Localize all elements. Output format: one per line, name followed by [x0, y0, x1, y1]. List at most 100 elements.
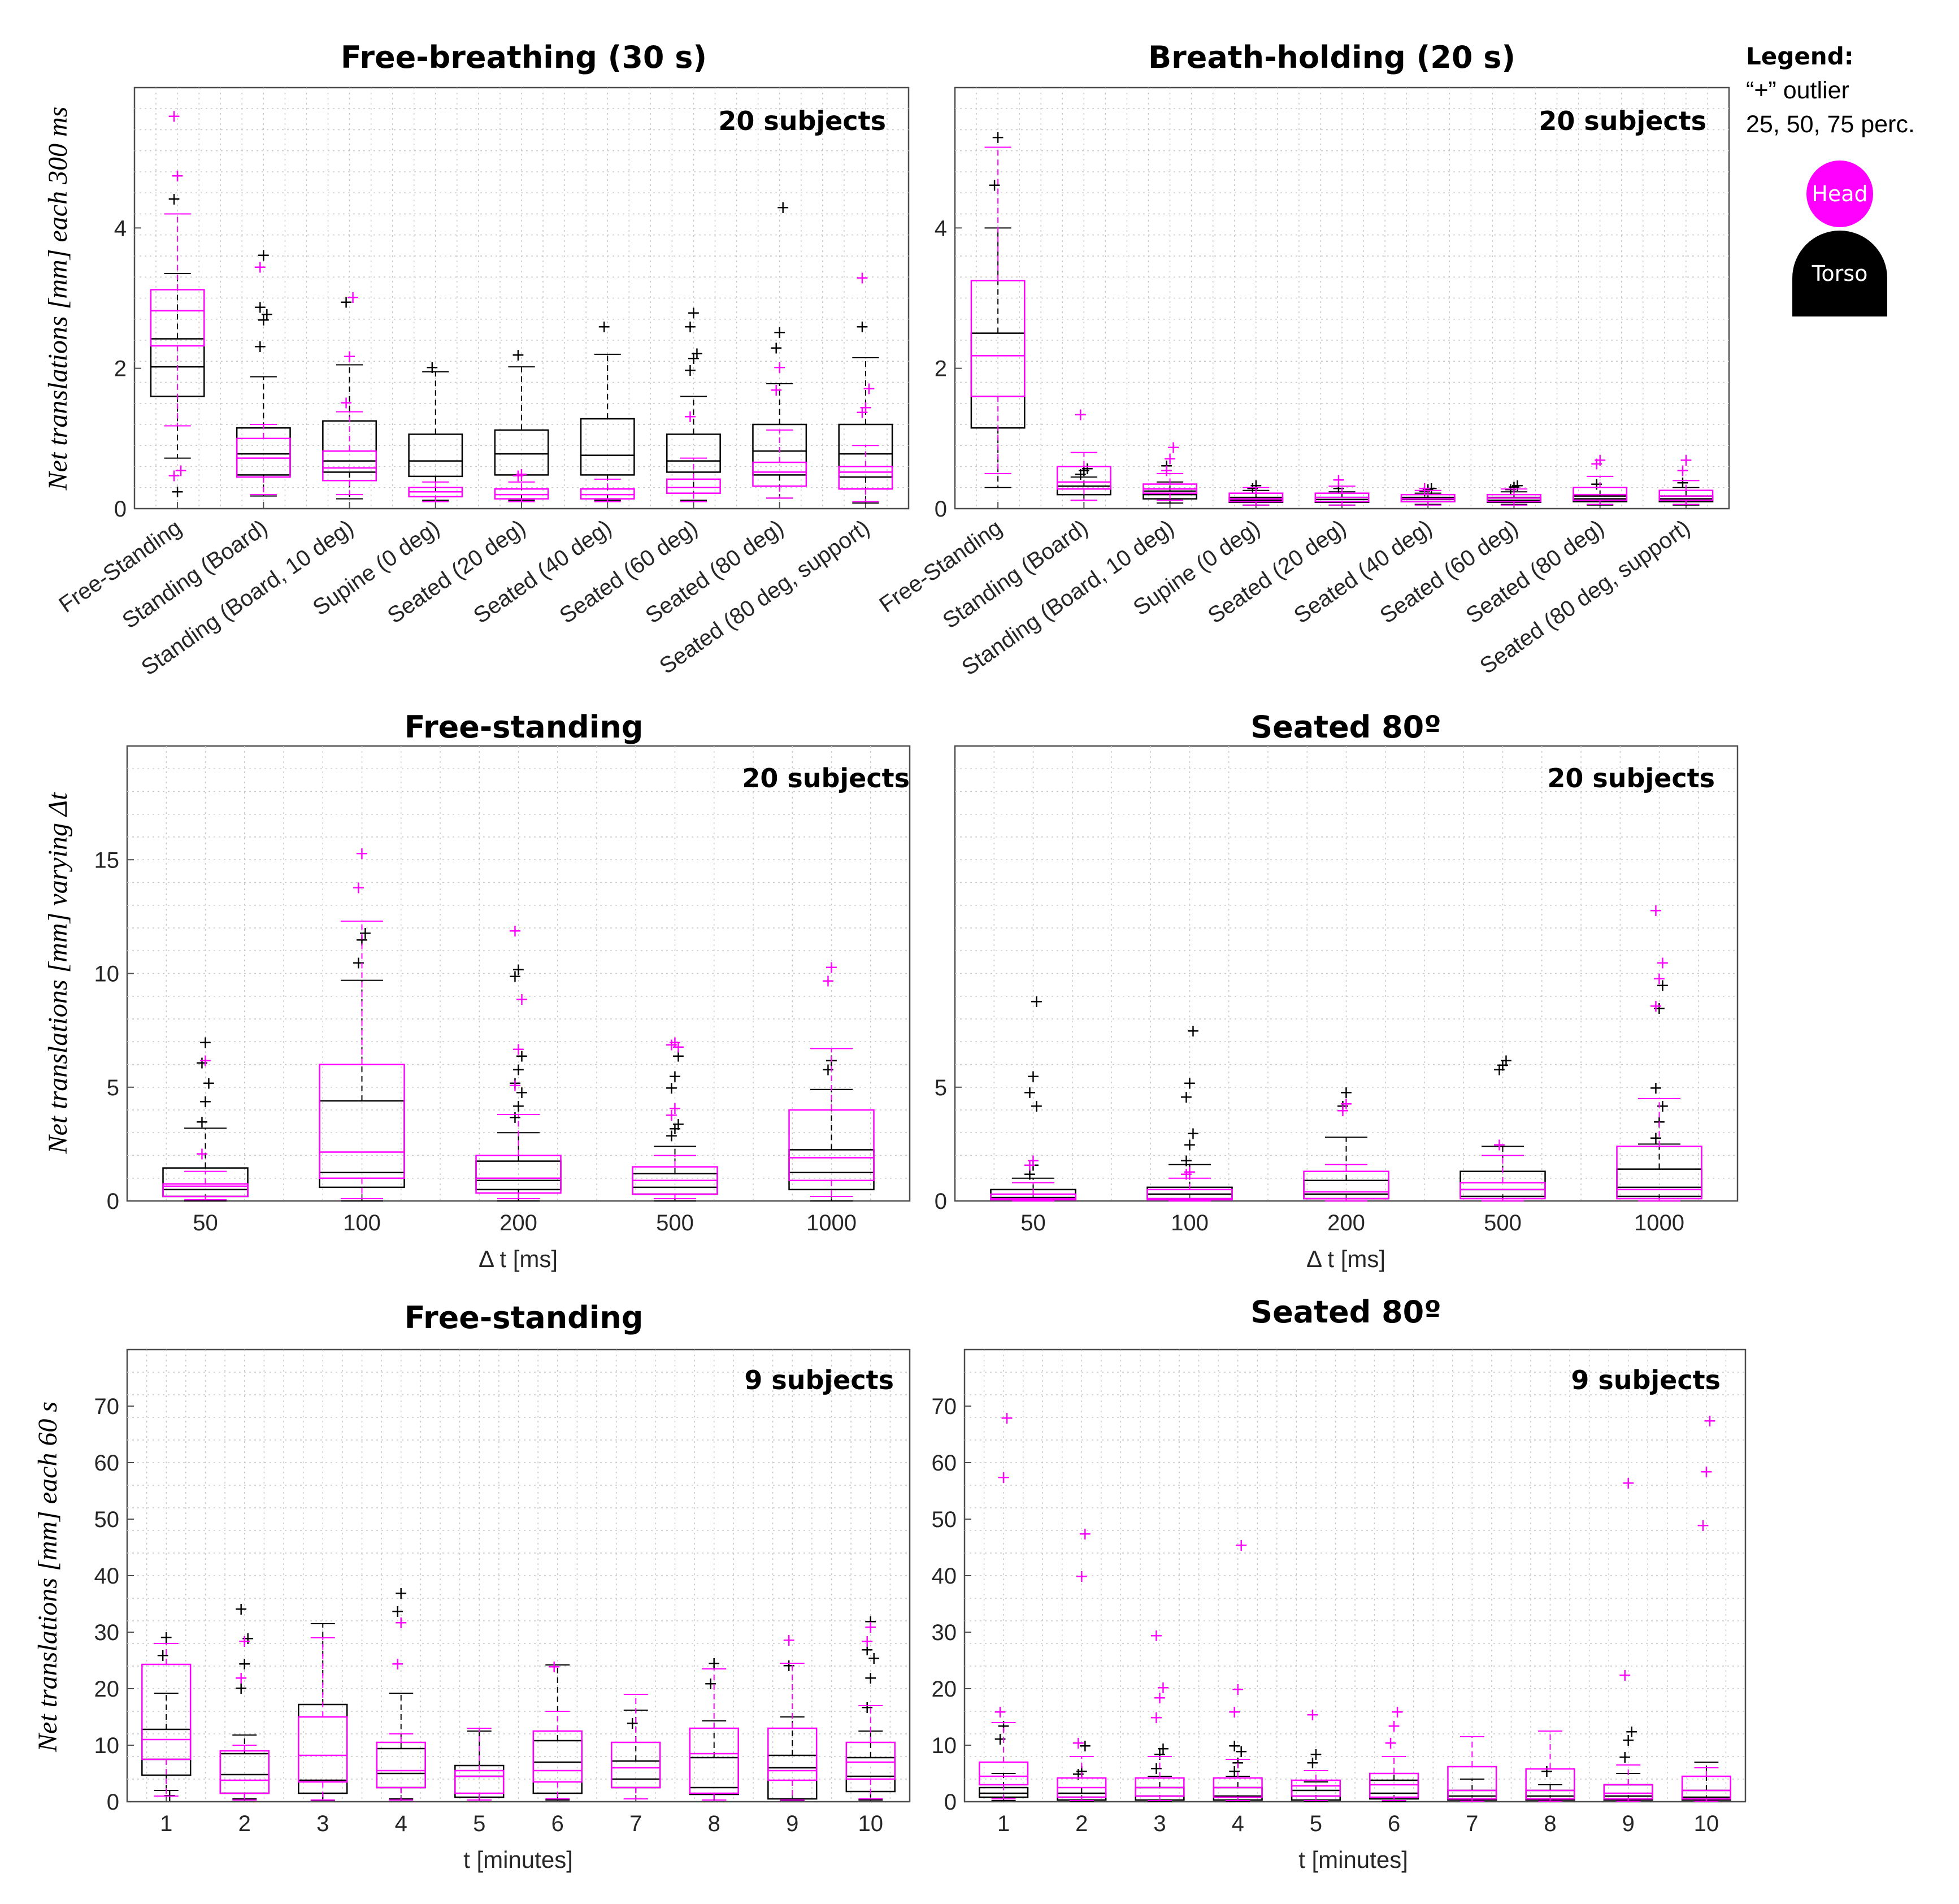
outlier-marker: + — [1159, 456, 1174, 476]
iqr-box — [1525, 1768, 1575, 1800]
grid — [127, 746, 910, 1201]
outlier-marker: + — [1026, 1067, 1040, 1087]
head-box: + — [767, 1630, 818, 1801]
outlier-marker: + — [511, 1039, 525, 1059]
y-axis-label: Net translations [mm] each 60 s — [33, 1402, 63, 1753]
y-tick-label: 0 — [107, 1189, 119, 1214]
outlier-marker: + — [1649, 1078, 1663, 1098]
iqr-box — [1228, 492, 1284, 502]
outlier-marker: + — [237, 1654, 251, 1674]
torso-box: ++ — [1303, 1083, 1389, 1202]
x-tick-label: 7 — [1466, 1811, 1478, 1836]
panel-breath-holding: Breath-holding (20 s) 024Free-StandingSt… — [875, 40, 1730, 680]
panel-title: Breath-holding (20 s) — [1148, 40, 1515, 75]
outlier-marker: + — [195, 1112, 209, 1132]
y-tick-label: 70 — [932, 1394, 957, 1419]
outlier-marker: + — [782, 1630, 796, 1650]
outlier-marker: + — [1159, 461, 1174, 481]
outlier-marker: + — [1589, 454, 1604, 474]
x-axis-label: t [minutes] — [463, 1846, 573, 1873]
head-box: ++ — [1603, 1473, 1653, 1802]
head-series: +++++++++++++++ — [162, 844, 875, 1200]
head-box: ++ — [1303, 1094, 1389, 1202]
x-axis-label: t [minutes] — [1298, 1846, 1408, 1873]
outlier-marker: + — [257, 310, 271, 330]
y-tick-label: 2 — [114, 357, 127, 381]
iqr-box — [666, 433, 721, 473]
head-box: + — [666, 407, 721, 502]
outlier-marker: + — [860, 1698, 874, 1717]
outlier-marker: + — [671, 1046, 685, 1066]
iqr-box — [150, 289, 205, 347]
head-box — [580, 478, 635, 502]
outlier-marker: + — [1186, 1021, 1200, 1041]
outlier-marker: + — [390, 1654, 405, 1674]
outlier-marker: + — [1245, 479, 1259, 498]
outlier-marker: + — [1649, 996, 1663, 1016]
outlier-marker: + — [1540, 1762, 1554, 1781]
x-tick-label: 9 — [1622, 1811, 1635, 1836]
outlier-marker: + — [358, 923, 372, 943]
outlier-marker: + — [772, 358, 787, 378]
torso-series: ++++++++++++++++++++ — [150, 189, 893, 504]
head-series: +++++ +++++ — [970, 146, 1714, 506]
iqr-box — [475, 1155, 562, 1194]
outlier-marker: + — [863, 1617, 878, 1637]
head-box — [970, 146, 1026, 474]
y-tick-label: 0 — [114, 497, 127, 522]
legend: Legend: “+” outlier 25, 50, 75 perc. — [1746, 40, 1949, 141]
y-tick-label: 70 — [94, 1394, 120, 1419]
head-box: +++ — [1369, 1702, 1419, 1801]
outlier-marker: + — [1618, 1747, 1632, 1767]
x-tick-label: 5 — [1310, 1811, 1322, 1836]
head-box: +++ — [979, 1408, 1029, 1799]
outlier-marker: + — [1227, 1736, 1241, 1756]
head-box — [1228, 487, 1284, 506]
outlier-marker: + — [202, 1074, 216, 1094]
outlier-marker: + — [339, 293, 353, 313]
outlier-marker: + — [1656, 953, 1670, 973]
outlier-marker: + — [1336, 1101, 1350, 1121]
outlier-marker: + — [1023, 1165, 1037, 1185]
torso-box: ++++++++ — [475, 960, 562, 1202]
outlier-marker: + — [1336, 1096, 1350, 1116]
x-tick-label: 50 — [1020, 1211, 1046, 1235]
x-tick-label: 500 — [656, 1211, 694, 1235]
outlier-marker: + — [690, 344, 704, 363]
outlier-marker: + — [1080, 459, 1094, 479]
x-tick-label: 5 — [473, 1811, 485, 1836]
iqr-box — [454, 1769, 505, 1794]
iqr-box — [1460, 1182, 1546, 1200]
outlier-marker: + — [390, 1602, 405, 1621]
outlier-marker: + — [824, 957, 839, 977]
head-box — [1525, 1730, 1575, 1802]
head-box: ++ — [752, 358, 807, 499]
torso-legend-marker: Torso — [1792, 231, 1887, 316]
outlier-marker: + — [1030, 1096, 1044, 1116]
outlier-marker: + — [1166, 438, 1180, 458]
y-tick-label: 5 — [107, 1075, 119, 1100]
outlier-marker: + — [1391, 1702, 1405, 1722]
head-box: ++ — [376, 1613, 426, 1801]
outlier-marker: + — [1183, 1163, 1197, 1182]
y-tick-label: 0 — [944, 1790, 957, 1815]
outlier-marker: + — [997, 1468, 1011, 1487]
outlier-marker: + — [508, 1076, 522, 1096]
outlier-marker: + — [1071, 1733, 1085, 1753]
outlier-marker: + — [1589, 474, 1604, 494]
outlier-marker: + — [198, 1033, 212, 1052]
outlier-marker: + — [1510, 476, 1524, 496]
outlier-marker: + — [508, 921, 522, 941]
head-box: ++ — [319, 844, 405, 1199]
outlier-marker: + — [1074, 465, 1088, 484]
torso-box: ++ — [979, 1716, 1029, 1801]
head-series: ++++++++++++++++++++++ — [979, 1408, 1731, 1802]
outlier-marker: + — [993, 1702, 1007, 1722]
iqr-box — [322, 450, 377, 482]
outlier-marker: + — [346, 288, 360, 307]
x-tick-label: 1 — [160, 1811, 172, 1836]
iqr-box — [970, 280, 1026, 397]
outlier-marker: + — [1078, 1736, 1092, 1756]
